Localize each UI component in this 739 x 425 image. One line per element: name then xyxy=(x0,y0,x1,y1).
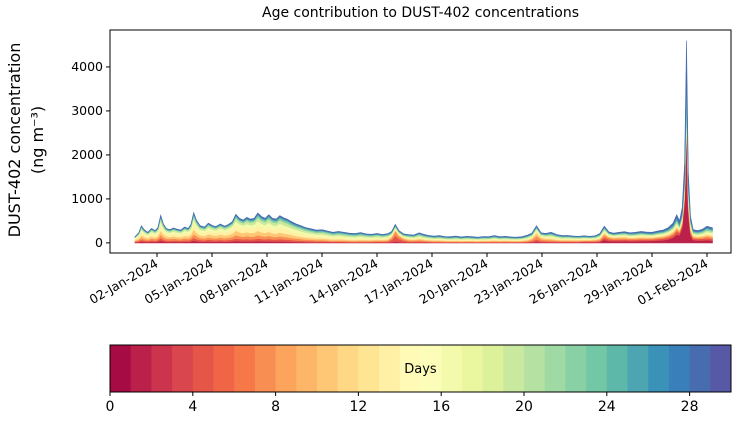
age-band-area-12-15-days xyxy=(134,107,713,242)
colorbar-segment xyxy=(337,345,359,392)
colorbar-segment xyxy=(606,345,628,392)
colorbar-tick-label: 8 xyxy=(271,399,280,415)
colorbar-segment xyxy=(627,345,649,392)
colorbar-segment xyxy=(524,345,546,392)
colorbar-segment xyxy=(172,345,194,392)
colorbar-segment xyxy=(130,345,152,392)
colorbar-segment xyxy=(689,345,711,392)
colorbar-segment xyxy=(254,345,277,392)
y-tick-label: 4000 xyxy=(71,59,103,74)
colorbar-tick-label: 20 xyxy=(515,399,533,415)
colorbar-segment xyxy=(379,345,401,392)
colorbar-segment xyxy=(151,345,173,392)
colorbar-segment xyxy=(461,345,484,392)
colorbar-tick-label: 28 xyxy=(681,399,699,415)
colorbar-segment xyxy=(420,345,442,392)
y-tick-label: 3000 xyxy=(71,103,103,118)
colorbar-segment xyxy=(234,345,256,392)
colorbar-tick-label: 24 xyxy=(598,399,616,415)
age-band-area-9-12-days xyxy=(134,111,713,242)
colorbar-segment xyxy=(482,345,504,392)
colorbar-segment xyxy=(110,345,132,392)
colorbar-tick-label: 4 xyxy=(188,399,197,415)
chart-title: Age contribution to DUST-402 concentrati… xyxy=(262,5,579,21)
colorbar-segment xyxy=(668,345,691,392)
colorbar-segment xyxy=(213,345,235,392)
colorbar-tick-label: 16 xyxy=(432,399,450,415)
axes-frame xyxy=(109,29,732,254)
age-band-area-27-30-days xyxy=(134,40,713,238)
colorbar-segment xyxy=(441,345,463,392)
colorbar-segment xyxy=(317,345,339,392)
y-axis-label-line1: DUST-402 concentration xyxy=(5,42,24,238)
y-axis-label: DUST-402 concentration (ng m⁻³) xyxy=(3,10,49,270)
y-tick-label: 0 xyxy=(95,235,103,250)
colorbar-frame xyxy=(109,344,732,393)
colorbar-segment xyxy=(586,345,608,392)
colorbar-segment xyxy=(275,345,297,392)
y-tick-label: 1000 xyxy=(71,191,103,206)
age-band-area-21-24-days xyxy=(134,93,713,240)
colorbar-segment xyxy=(648,345,670,392)
y-axis-label-line2: (ng m⁻³) xyxy=(28,105,47,175)
colorbar-segment xyxy=(296,345,318,392)
colorbar-segment xyxy=(192,345,214,392)
colorbar-segment xyxy=(565,345,587,392)
age-band-area-6-9-days xyxy=(134,115,713,243)
colorbar-segment xyxy=(710,345,732,392)
colorbar-tick-label: 12 xyxy=(349,399,367,415)
age-band-area-18-21-days xyxy=(134,99,713,240)
age-band-area-24-27-days xyxy=(134,70,713,239)
age-band-area-15-18-days xyxy=(134,103,713,241)
colorbar-label: Days xyxy=(404,362,437,377)
colorbar-segment xyxy=(544,345,566,392)
colorbar-segment xyxy=(503,345,525,392)
colorbar-segment xyxy=(399,345,421,392)
colorbar-segment xyxy=(358,345,380,392)
y-tick-label: 2000 xyxy=(71,147,103,162)
colorbar-tick-label: 0 xyxy=(106,399,115,415)
